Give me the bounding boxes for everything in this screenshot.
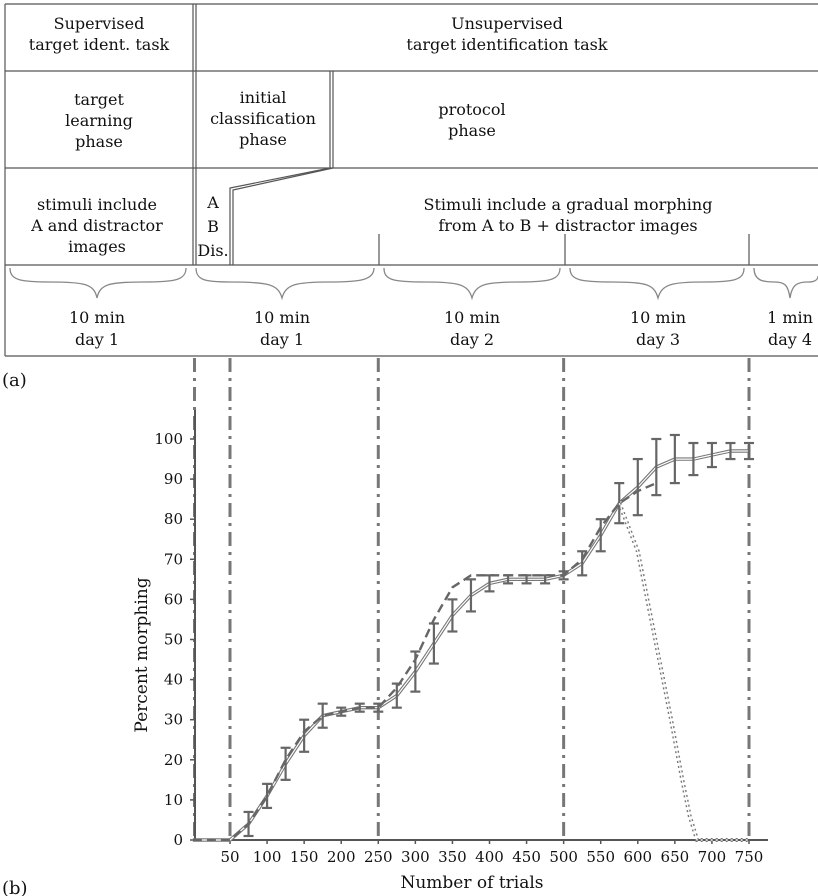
error-bar-100 xyxy=(262,782,273,810)
x-tick-label-300: 300 xyxy=(401,848,430,866)
x-tick-label-250: 250 xyxy=(364,848,393,866)
chart-tick-labels: 0 10 20 30 40 50 60 70 80 90 100 50 100 150 200 250 300 3… xyxy=(154,430,763,866)
y-tick-label-20: 20 xyxy=(164,751,183,769)
error-bar-350 xyxy=(447,598,458,633)
x-tick-label-650: 650 xyxy=(661,848,690,866)
series-dotted-outline xyxy=(617,502,749,842)
error-bar-625 xyxy=(651,437,662,497)
error-bar-275 xyxy=(391,682,402,709)
series-dotted-line xyxy=(618,502,749,841)
x-tick-label-50: 50 xyxy=(220,848,239,866)
error-bar-125 xyxy=(280,746,291,781)
supervised-task-line2: target ident. task xyxy=(29,35,170,54)
y-tick-label-40: 40 xyxy=(164,671,183,689)
x-tick-label-600: 600 xyxy=(623,848,652,866)
series-dashed-line xyxy=(192,481,657,842)
stimuli-a-line2: A and distractor xyxy=(30,216,163,235)
duration-braces xyxy=(9,267,818,301)
x-tick-label-200: 200 xyxy=(327,848,356,866)
x-tick-label-550: 550 xyxy=(586,848,615,866)
initial-phase-line1: initial xyxy=(240,88,287,107)
chart-axes xyxy=(190,410,768,844)
protocol-table xyxy=(4,3,818,357)
initial-phase-line3: phase xyxy=(239,130,287,149)
error-bar-375 xyxy=(465,578,476,613)
error-bar-700 xyxy=(706,441,717,469)
error-bar-325 xyxy=(428,622,439,665)
morph-stimuli-line2: from A to B + distractor images xyxy=(438,216,697,235)
unsupervised-task-line2: target identification task xyxy=(406,35,607,54)
duration-3-line2: day 2 xyxy=(450,330,494,349)
error-bar-725 xyxy=(725,441,736,461)
y-tick-label-30: 30 xyxy=(164,711,183,729)
series-solid-outline xyxy=(192,449,749,842)
stimuli-a-line3: images xyxy=(68,237,126,256)
x-tick-label-700: 700 xyxy=(698,848,727,866)
duration-4-line1: 10 min xyxy=(630,308,686,327)
error-bar-575 xyxy=(614,482,625,525)
duration-5-line2: day 4 xyxy=(768,330,812,349)
x-tick-label-350: 350 xyxy=(438,848,467,866)
learning-phase-line1: target xyxy=(74,90,124,109)
x-tick-label-400: 400 xyxy=(475,848,504,866)
y-axis-label: Percent morphing xyxy=(132,577,152,732)
learning-phase-line2: learning xyxy=(65,111,133,130)
duration-2-line1: 10 min xyxy=(254,308,310,327)
initial-phase-line2: classification xyxy=(210,109,316,128)
duration-2-line2: day 1 xyxy=(260,330,304,349)
x-tick-label-150: 150 xyxy=(290,848,319,866)
error-bar-175 xyxy=(317,702,328,729)
stimuli-a-line1: stimuli include xyxy=(37,195,157,214)
stimulus-a-label: A xyxy=(206,193,219,212)
x-tick-label-750: 750 xyxy=(735,848,764,866)
y-tick-label-10: 10 xyxy=(164,791,183,809)
y-tick-label-100: 100 xyxy=(154,430,183,448)
x-tick-label-100: 100 xyxy=(253,848,282,866)
duration-4-line2: day 3 xyxy=(636,330,680,349)
y-tick-label-90: 90 xyxy=(164,470,183,488)
y-tick-label-70: 70 xyxy=(164,550,183,568)
duration-5-line1: 1 min xyxy=(767,308,813,327)
stimulus-b-label: B xyxy=(207,217,219,236)
error-bar-675 xyxy=(688,441,699,477)
error-bar-550 xyxy=(595,518,606,553)
error-bar-750 xyxy=(744,441,754,461)
panel-a-label: (a) xyxy=(2,370,27,391)
y-tick-label-80: 80 xyxy=(164,510,183,528)
error-bar-600 xyxy=(632,457,643,517)
x-axis-label: Number of trials xyxy=(400,873,543,893)
protocol-phase-line2: phase xyxy=(448,121,496,140)
distractor-label: Dis. xyxy=(197,241,228,260)
x-tick-label-450: 450 xyxy=(512,848,541,866)
y-tick-label-60: 60 xyxy=(164,590,183,608)
error-bar-650 xyxy=(669,433,680,485)
protocol-phase-line1: protocol xyxy=(438,100,505,119)
y-tick-label-0: 0 xyxy=(173,831,183,849)
supervised-task-line1: Supervised xyxy=(54,14,145,33)
chart-series xyxy=(192,433,754,842)
y-tick-label-50: 50 xyxy=(164,631,183,649)
duration-3-line1: 10 min xyxy=(444,308,500,327)
x-tick-label-500: 500 xyxy=(549,848,578,866)
duration-1-line2: day 1 xyxy=(75,330,119,349)
panel-b-label: (b) xyxy=(2,878,28,896)
error-bar-150 xyxy=(299,718,310,753)
duration-1-line1: 10 min xyxy=(69,308,125,327)
unsupervised-task-line1: Unsupervised xyxy=(451,14,563,33)
learning-phase-line3: phase xyxy=(75,132,123,151)
morph-stimuli-line1: Stimuli include a gradual morphing xyxy=(424,195,713,214)
